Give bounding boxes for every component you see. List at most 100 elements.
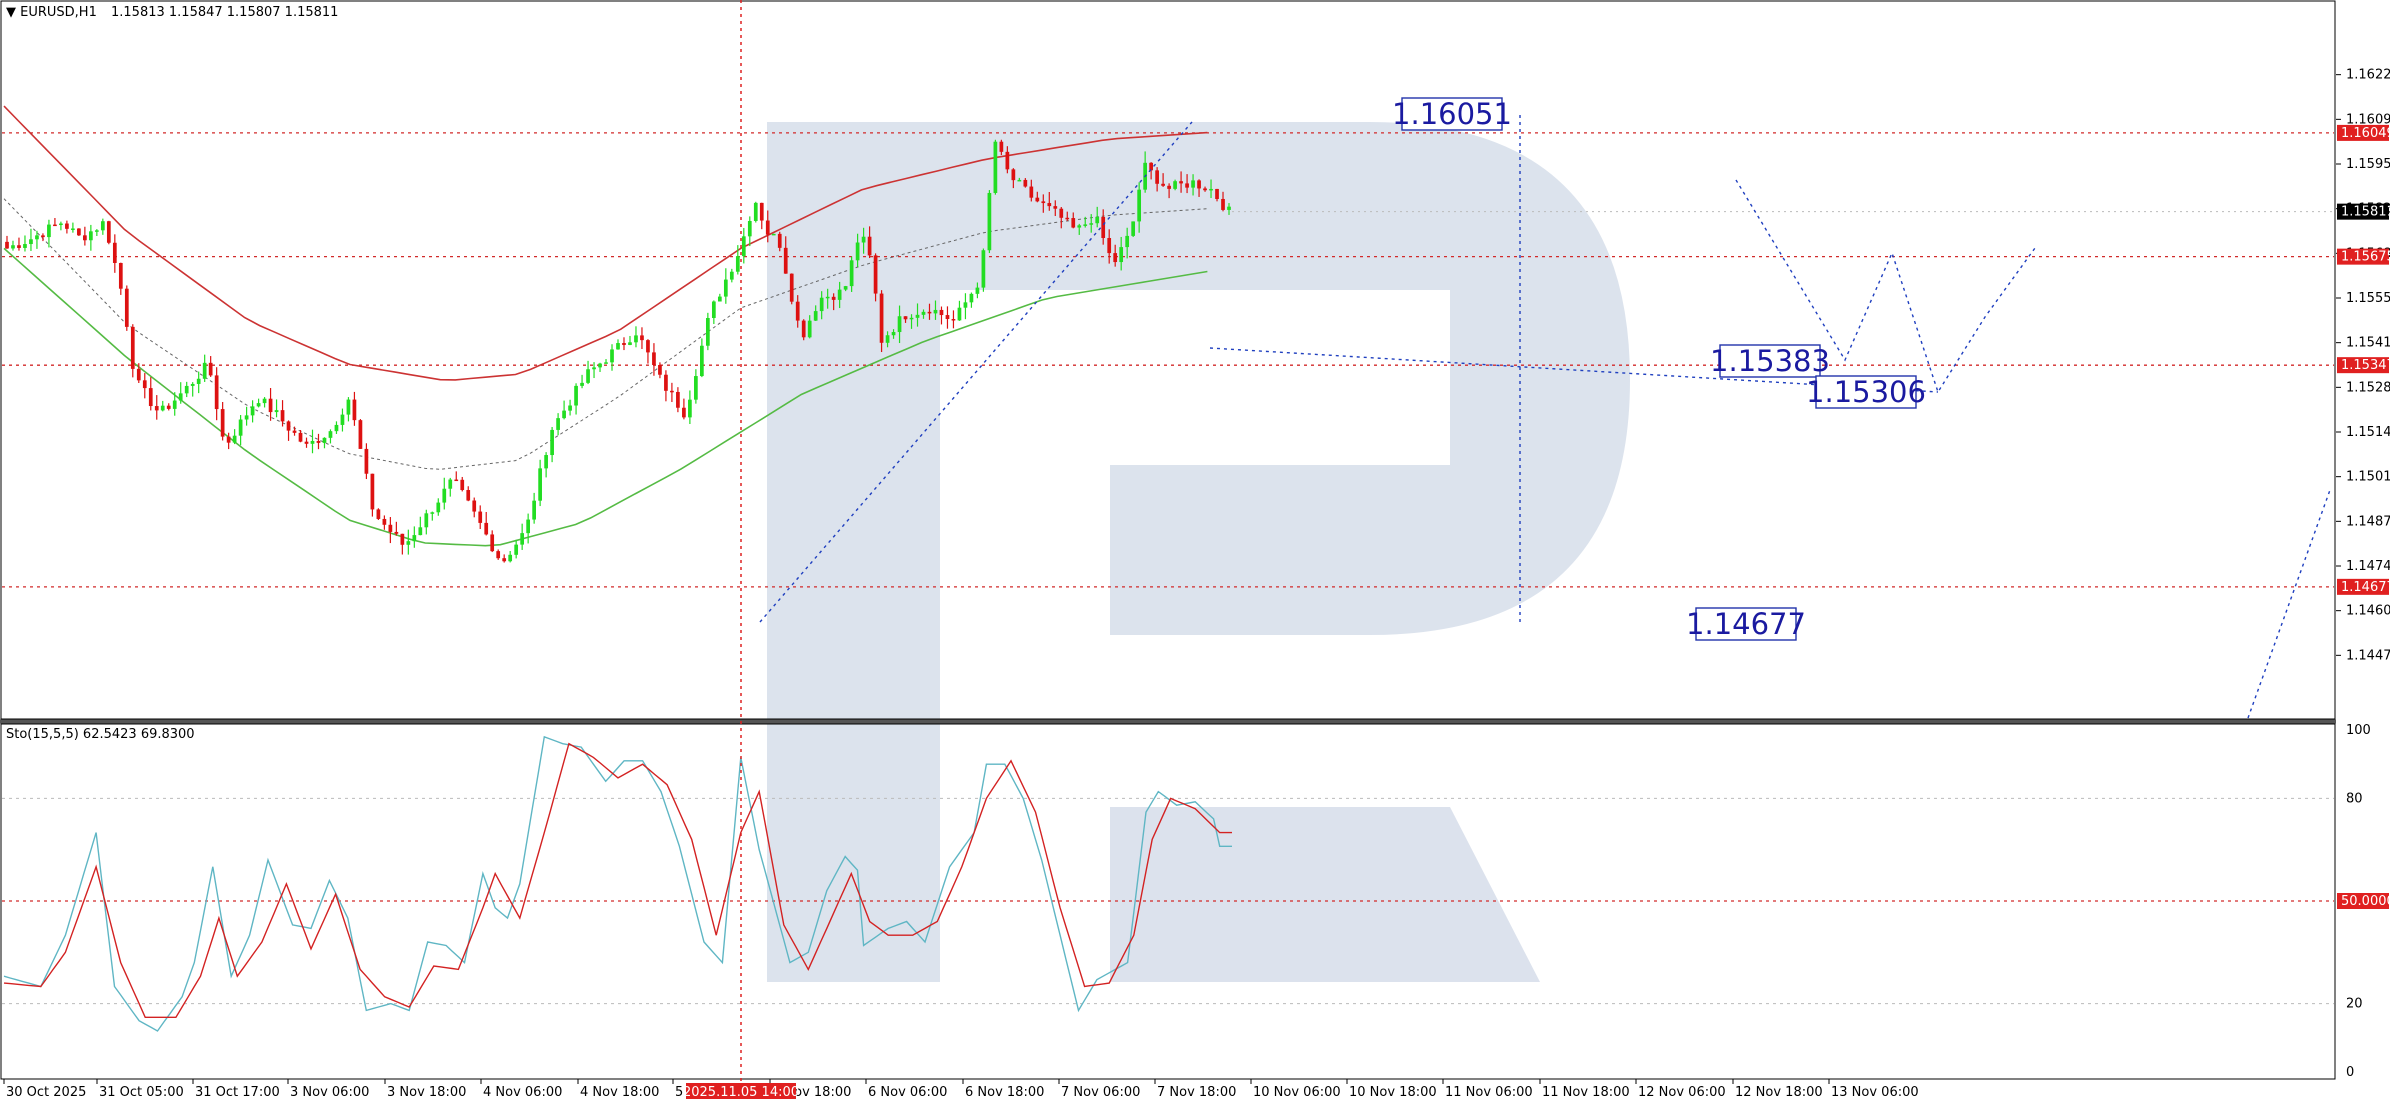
candle [604, 359, 608, 364]
candle [741, 227, 746, 264]
x-tick-label: 31 Oct 17:00 [195, 1085, 280, 1100]
candle-body [909, 317, 914, 320]
candle [688, 390, 692, 425]
candle [160, 400, 165, 412]
candle [41, 233, 45, 242]
candle [100, 218, 105, 235]
watermark-logo [767, 122, 1630, 982]
annotation-box [1719, 344, 1821, 378]
candle-body [298, 432, 303, 442]
price-tag [2337, 203, 2389, 220]
candle [262, 397, 267, 408]
candle [430, 511, 435, 521]
candle-body [885, 335, 890, 343]
y-tick-label: 1.16090 [2346, 112, 2390, 127]
x-tick-label: 4 Nov 06:00 [483, 1085, 562, 1100]
candle [975, 282, 980, 299]
candle [969, 292, 974, 308]
candle [77, 228, 81, 237]
candle [364, 443, 369, 480]
candle [502, 554, 507, 563]
price-annotation: 1.15383 [1710, 344, 1830, 378]
candle [142, 373, 147, 399]
forecast-lines [759, 115, 2331, 719]
candle-body [5, 241, 9, 249]
candle-body [1149, 162, 1153, 171]
candle [1047, 191, 1052, 211]
x-tick-label: 5 [675, 1085, 683, 1100]
candle-body [867, 236, 872, 256]
candle-body [178, 393, 183, 401]
candle [682, 398, 686, 420]
candle [496, 549, 501, 560]
sto-level-label: 100 [2346, 723, 2371, 738]
candle-body [789, 273, 794, 302]
candle-body [53, 224, 57, 227]
y-tick-label: 1.15550 [2346, 291, 2390, 306]
candle-body [196, 378, 201, 384]
price-tag-label: 1.15811 [2341, 205, 2390, 220]
candle-body [700, 345, 704, 377]
candle-body [370, 473, 375, 510]
y-tick-label: 1.14875 [2346, 514, 2390, 529]
candle [47, 219, 51, 248]
candle [298, 430, 303, 443]
candle [244, 406, 249, 426]
candle-body [652, 352, 656, 365]
candle-body [250, 406, 255, 416]
candle-body [1137, 189, 1142, 222]
symbol-header: ▼ EURUSD,H1 1.15813 1.15847 1.15807 1.15… [6, 5, 338, 20]
candle-body [208, 362, 213, 376]
candle-body [723, 279, 728, 297]
main-pane-frame [0, 0, 2336, 720]
candle-body [759, 202, 764, 221]
candle-body [622, 343, 626, 345]
candle [83, 226, 87, 246]
candle-body [220, 409, 225, 437]
candle [993, 139, 998, 195]
stochastic-signal-line [3, 742, 1232, 1018]
candle-body [23, 244, 27, 248]
candle [849, 256, 854, 292]
candle-body [981, 250, 986, 288]
time-axis: 30 Oct 2025 31 Oct 05:00 31 Oct 17:00 3 Nov… [3, 1079, 1919, 1100]
candle-body [184, 385, 189, 394]
candle [71, 222, 75, 233]
candle-body [346, 399, 351, 415]
x-tick-label: 7 Nov 18:00 [1157, 1085, 1236, 1100]
candle [622, 337, 626, 351]
candle [747, 216, 752, 247]
candle [658, 362, 662, 379]
price-tag-label: 1.15347 [2341, 358, 2390, 373]
candle-body [849, 260, 854, 287]
candle [735, 245, 740, 275]
candle-body [100, 221, 105, 231]
candle-body [999, 141, 1004, 152]
candle [765, 210, 770, 243]
candle-body [544, 455, 548, 469]
candle-body [334, 424, 339, 432]
candle-body [1089, 223, 1094, 225]
candle [999, 139, 1004, 156]
candle [154, 395, 159, 420]
candle [1191, 174, 1195, 196]
candle [250, 400, 255, 423]
candle-body [771, 233, 776, 236]
candle-body [891, 332, 896, 336]
triangle-icon[interactable]: ▼ [6, 5, 16, 20]
y-tick-label: 1.16225 [2346, 68, 2390, 83]
candle-body [747, 220, 752, 237]
candle-body [274, 410, 279, 413]
candle-body [538, 468, 542, 501]
candle-body [753, 202, 758, 221]
candle-body [682, 407, 686, 418]
candle-body [508, 554, 513, 562]
candle [316, 433, 321, 450]
candle [885, 331, 890, 348]
candle [202, 354, 207, 382]
candle [909, 314, 914, 329]
candle [1023, 178, 1028, 188]
candle-body [873, 255, 878, 294]
